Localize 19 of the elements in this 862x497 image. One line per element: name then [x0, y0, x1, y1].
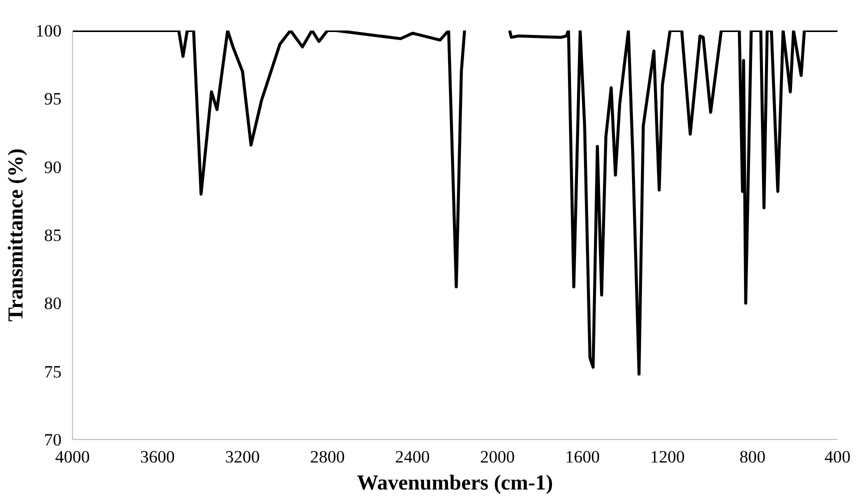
x-tick-label: 2800	[310, 448, 345, 466]
y-axis-title: Transmittance (%)	[4, 148, 28, 322]
y-tick-label: 95	[44, 90, 62, 109]
x-tick-label: 4000	[55, 448, 90, 466]
y-tick-label: 75	[44, 362, 62, 382]
x-tick-label: 800	[740, 448, 766, 466]
y-tick-label: 100	[36, 22, 62, 40]
x-tick-label: 2400	[395, 448, 430, 466]
y-tick-label: 70	[44, 430, 62, 450]
x-tick-label: 1200	[650, 448, 685, 466]
x-tick-label: 400	[824, 448, 851, 466]
x-tick-label: 3600	[140, 448, 175, 466]
y-tick-label: 80	[44, 294, 62, 314]
x-tick-label: 3200	[225, 448, 260, 466]
y-tick-label: 90	[44, 158, 62, 177]
x-tick-label: 2000	[480, 448, 515, 466]
x-axis-title: Wavenumbers (cm-1)	[356, 470, 554, 494]
y-tick-label: 85	[44, 226, 62, 245]
x-tick-label: 1600	[565, 448, 600, 466]
